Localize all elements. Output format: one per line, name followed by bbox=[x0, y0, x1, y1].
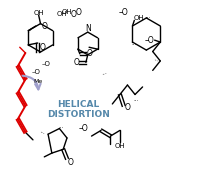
Text: –O: –O bbox=[145, 36, 155, 45]
Text: ...: ... bbox=[133, 97, 139, 102]
Text: O: O bbox=[42, 22, 48, 31]
Text: O: O bbox=[71, 10, 77, 19]
FancyArrowPatch shape bbox=[22, 76, 41, 89]
Text: OH: OH bbox=[115, 143, 125, 149]
Text: O: O bbox=[75, 8, 81, 17]
Text: OH: OH bbox=[134, 15, 144, 21]
Text: O: O bbox=[124, 103, 130, 112]
Text: ...: ... bbox=[39, 129, 46, 136]
Text: OH: OH bbox=[62, 9, 72, 15]
Text: ...: ... bbox=[146, 14, 151, 19]
Text: ...: ... bbox=[59, 124, 64, 129]
Text: O: O bbox=[39, 43, 45, 52]
Text: OH: OH bbox=[33, 10, 44, 16]
Text: ...: ... bbox=[153, 56, 160, 62]
Text: O: O bbox=[86, 49, 92, 58]
Text: ...: ... bbox=[26, 26, 33, 33]
Text: –O: –O bbox=[79, 124, 89, 133]
Text: O: O bbox=[74, 58, 79, 67]
Text: ...: ... bbox=[132, 41, 137, 46]
Text: –O: –O bbox=[31, 69, 40, 75]
Text: –O: –O bbox=[42, 61, 51, 67]
Text: Me: Me bbox=[33, 79, 42, 84]
Text: –O: –O bbox=[119, 8, 128, 17]
Text: HELICAL
DISTORTION: HELICAL DISTORTION bbox=[47, 100, 110, 119]
Text: OH: OH bbox=[57, 11, 67, 17]
Text: ...: ... bbox=[101, 70, 108, 76]
Text: O: O bbox=[68, 158, 74, 167]
Text: N: N bbox=[85, 24, 91, 33]
